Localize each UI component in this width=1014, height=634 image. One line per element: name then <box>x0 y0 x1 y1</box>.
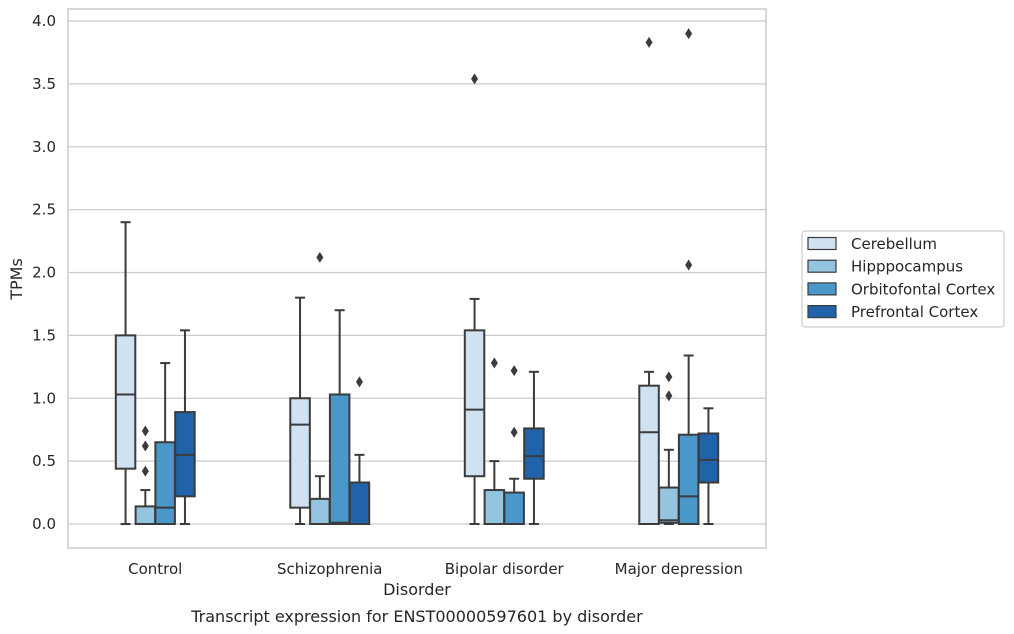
box-cerebellum <box>114 221 137 525</box>
box-orbitofontal-cortex <box>154 362 176 526</box>
box-prefrontal-cortex <box>523 370 545 525</box>
box-iqr <box>114 334 137 470</box>
chart-caption: Transcript expression for ENST0000059760… <box>190 607 643 626</box>
outlier-point <box>355 376 363 388</box>
y-tick-label: 2.0 <box>32 264 56 282</box>
legend-frame <box>801 230 1005 328</box>
box-hipppocampus <box>658 371 680 525</box>
outlier-point <box>645 36 653 48</box>
outlier-point <box>141 465 149 477</box>
legend-swatch <box>807 236 837 251</box>
box-orbitofontal-cortex <box>503 365 525 525</box>
x-tick-label: Bipolar disorder <box>445 560 565 578</box>
outlier-point <box>510 426 518 438</box>
box-orbitofontal-cortex <box>677 28 700 525</box>
box-iqr <box>483 489 506 525</box>
legend: Cerebellum Hipppocampus Orbitofontal Corte… <box>801 230 1005 328</box>
outlier-point <box>316 251 324 263</box>
x-axis-label: Disorder <box>383 580 451 599</box>
legend-label: Prefrontal Cortex <box>851 303 978 321</box>
y-tick-label: 4.0 <box>32 12 56 30</box>
legend-swatch <box>807 305 837 319</box>
box-orbitofontal-cortex <box>328 309 351 526</box>
box-iqr <box>638 384 660 525</box>
box-iqr <box>309 497 331 526</box>
outlier-point <box>141 440 149 452</box>
y-tick-label: 3.0 <box>32 138 56 156</box>
legend-label: Hipppocampus <box>851 258 963 276</box>
legend-swatch <box>807 259 837 273</box>
plot-frame <box>67 8 767 549</box>
outlier-point <box>510 365 518 377</box>
box-hipppocampus <box>309 251 331 526</box>
outlier-point <box>490 357 498 369</box>
legend-label: Cerebellum <box>851 235 937 253</box>
box-hipppocampus <box>134 425 157 525</box>
box-iqr <box>523 427 545 480</box>
box-prefrontal-cortex <box>697 407 720 525</box>
outlier-point <box>665 371 673 383</box>
legend-label: Orbitofontal Cortex <box>851 280 995 298</box>
outlier-point <box>685 259 693 271</box>
y-axis-label: TPMs <box>7 258 26 301</box>
box-iqr <box>503 491 525 525</box>
outlier-point <box>141 425 149 437</box>
box-hipppocampus <box>483 357 506 525</box>
y-axis-ticks: 0.0 0.5 1.0 1.5 2.0 2.5 3.0 3.5 4.0 <box>32 12 56 533</box>
box-iqr <box>697 432 720 484</box>
outlier-point <box>665 390 673 402</box>
box-prefrontal-cortex <box>348 376 371 526</box>
x-axis-ticks: Control Schizophrenia Bipolar disorder Majo… <box>128 560 743 578</box>
box-iqr <box>328 393 351 526</box>
outlier-point <box>685 28 693 40</box>
x-tick-label: Control <box>128 560 182 578</box>
outlier-point <box>471 73 479 85</box>
y-tick-label: 1.0 <box>32 389 56 407</box>
y-tick-label: 0.0 <box>32 515 56 533</box>
box-iqr <box>348 481 371 526</box>
y-tick-label: 1.5 <box>32 326 56 344</box>
box-iqr <box>154 441 176 526</box>
box-iqr <box>658 486 680 524</box>
y-tick-label: 3.5 <box>32 75 56 93</box>
y-tick-label: 2.5 <box>32 201 56 219</box>
box-cerebellum <box>289 296 311 525</box>
box-prefrontal-cortex <box>174 329 196 525</box>
box-iqr <box>463 329 486 478</box>
box-iqr <box>677 433 700 525</box>
box-cerebellum <box>463 73 486 525</box>
x-tick-label: Major depression <box>615 560 743 578</box>
box-iqr <box>134 505 157 525</box>
box-iqr <box>289 397 311 509</box>
x-tick-label: Schizophrenia <box>277 560 382 578</box>
legend-swatch <box>807 282 837 296</box>
y-tick-label: 0.5 <box>32 452 56 470</box>
box-cerebellum <box>638 36 660 525</box>
plot-area <box>114 28 720 526</box>
